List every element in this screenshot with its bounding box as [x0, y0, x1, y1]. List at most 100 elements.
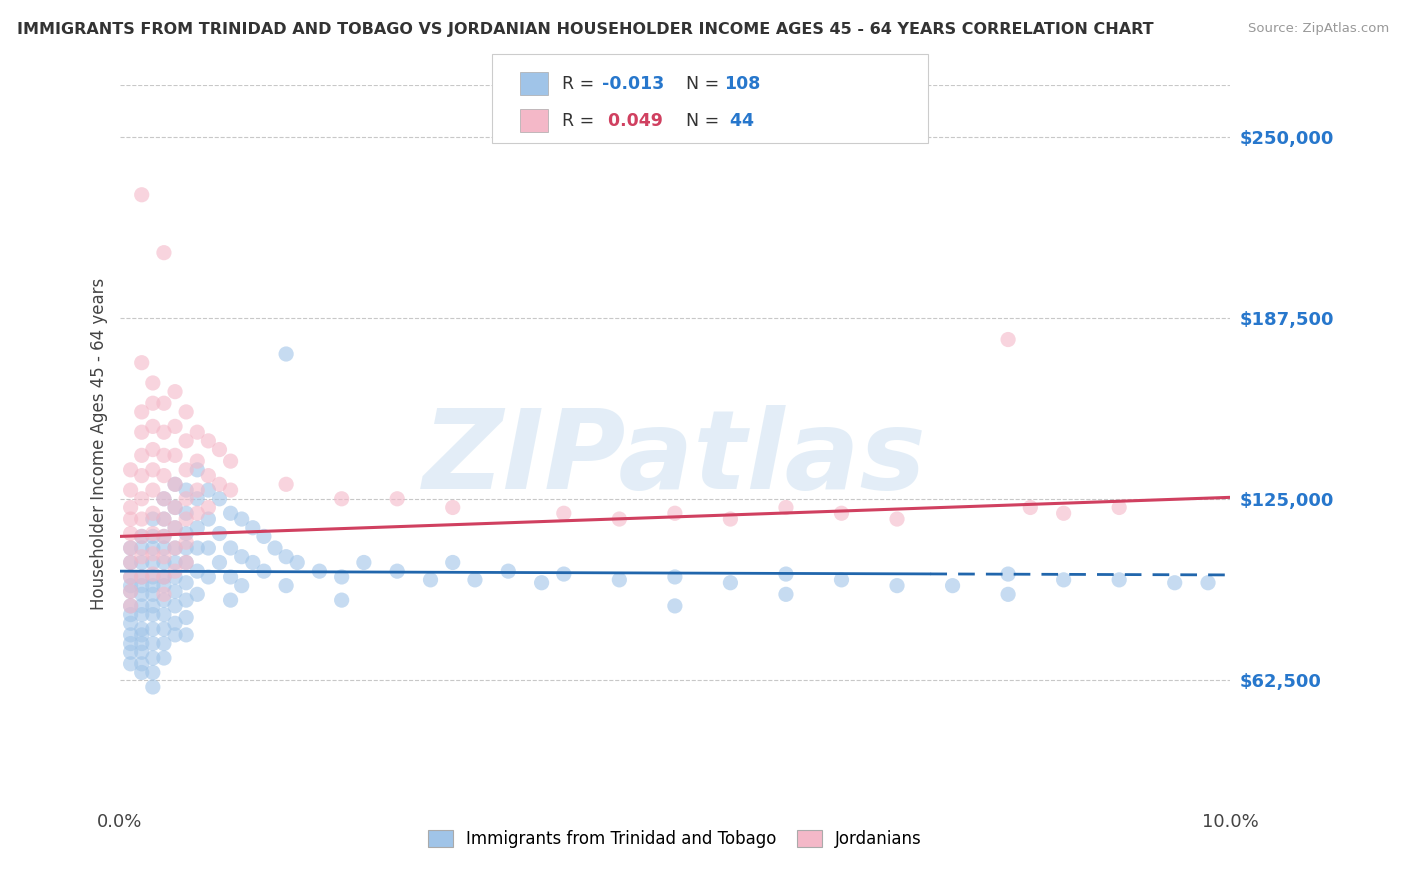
Point [142, 570, 165, 584]
Text: R =: R = [562, 75, 600, 93]
Point [131, 579, 153, 593]
Point [131, 549, 153, 564]
Point [142, 607, 165, 622]
Point [720, 575, 742, 590]
Text: 44: 44 [724, 112, 754, 129]
Point [163, 419, 186, 434]
Point [174, 556, 197, 570]
Point [174, 556, 197, 570]
Point [186, 425, 208, 440]
Point [464, 573, 486, 587]
Point [174, 610, 197, 624]
Point [153, 587, 176, 601]
Point [664, 599, 686, 613]
Point [120, 628, 142, 642]
Point [385, 564, 409, 578]
Point [131, 570, 153, 584]
Point [219, 454, 242, 468]
Point [1164, 575, 1187, 590]
Text: N =: N = [686, 75, 725, 93]
Point [142, 547, 165, 561]
Point [142, 506, 165, 520]
Point [131, 425, 153, 440]
Point [153, 549, 176, 564]
Point [142, 587, 165, 601]
Point [163, 500, 186, 515]
Point [219, 506, 242, 520]
Text: 0.049: 0.049 [602, 112, 662, 129]
Point [131, 468, 153, 483]
Point [997, 587, 1019, 601]
Point [285, 556, 308, 570]
Point [1053, 573, 1076, 587]
Point [553, 506, 575, 520]
Point [120, 463, 142, 477]
Point [186, 541, 208, 555]
Point [163, 570, 186, 584]
Point [153, 491, 176, 506]
Point [775, 500, 797, 515]
Point [208, 477, 231, 491]
Point [208, 491, 231, 506]
Text: ZIPatlas: ZIPatlas [423, 405, 927, 512]
Point [163, 448, 186, 462]
Text: -0.013: -0.013 [602, 75, 664, 93]
Point [153, 570, 176, 584]
Point [664, 570, 686, 584]
Point [153, 556, 176, 570]
Point [153, 529, 176, 543]
Point [163, 521, 186, 535]
Point [174, 491, 197, 506]
Point [231, 549, 253, 564]
Point [153, 425, 176, 440]
Point [131, 491, 153, 506]
Point [153, 570, 176, 584]
Point [142, 512, 165, 526]
Point [131, 587, 153, 601]
Point [163, 477, 186, 491]
Point [186, 506, 208, 520]
Point [153, 607, 176, 622]
Point [153, 491, 176, 506]
Point [186, 564, 208, 578]
Point [120, 500, 142, 515]
Point [174, 628, 197, 642]
Point [553, 567, 575, 582]
Point [308, 564, 330, 578]
Point [120, 599, 142, 613]
Point [385, 491, 409, 506]
Point [142, 556, 165, 570]
Point [419, 573, 441, 587]
Point [131, 622, 153, 636]
Point [174, 593, 197, 607]
Point [142, 579, 165, 593]
Point [330, 593, 353, 607]
Point [197, 541, 219, 555]
Point [186, 483, 208, 497]
Point [186, 463, 208, 477]
Point [163, 477, 186, 491]
Point [197, 512, 219, 526]
Point [131, 448, 153, 462]
Point [330, 570, 353, 584]
Point [142, 442, 165, 457]
Point [163, 541, 186, 555]
Point [997, 333, 1019, 347]
Point [664, 506, 686, 520]
Point [142, 419, 165, 434]
Point [153, 468, 176, 483]
Point [197, 434, 219, 448]
Point [120, 584, 142, 599]
Point [720, 512, 742, 526]
Point [1108, 573, 1130, 587]
Point [142, 541, 165, 555]
Point [186, 454, 208, 468]
Point [120, 526, 142, 541]
Point [120, 599, 142, 613]
Point [1108, 500, 1130, 515]
Point [163, 556, 186, 570]
Point [142, 376, 165, 390]
Point [186, 587, 208, 601]
Point [153, 651, 176, 665]
Point [163, 541, 186, 555]
